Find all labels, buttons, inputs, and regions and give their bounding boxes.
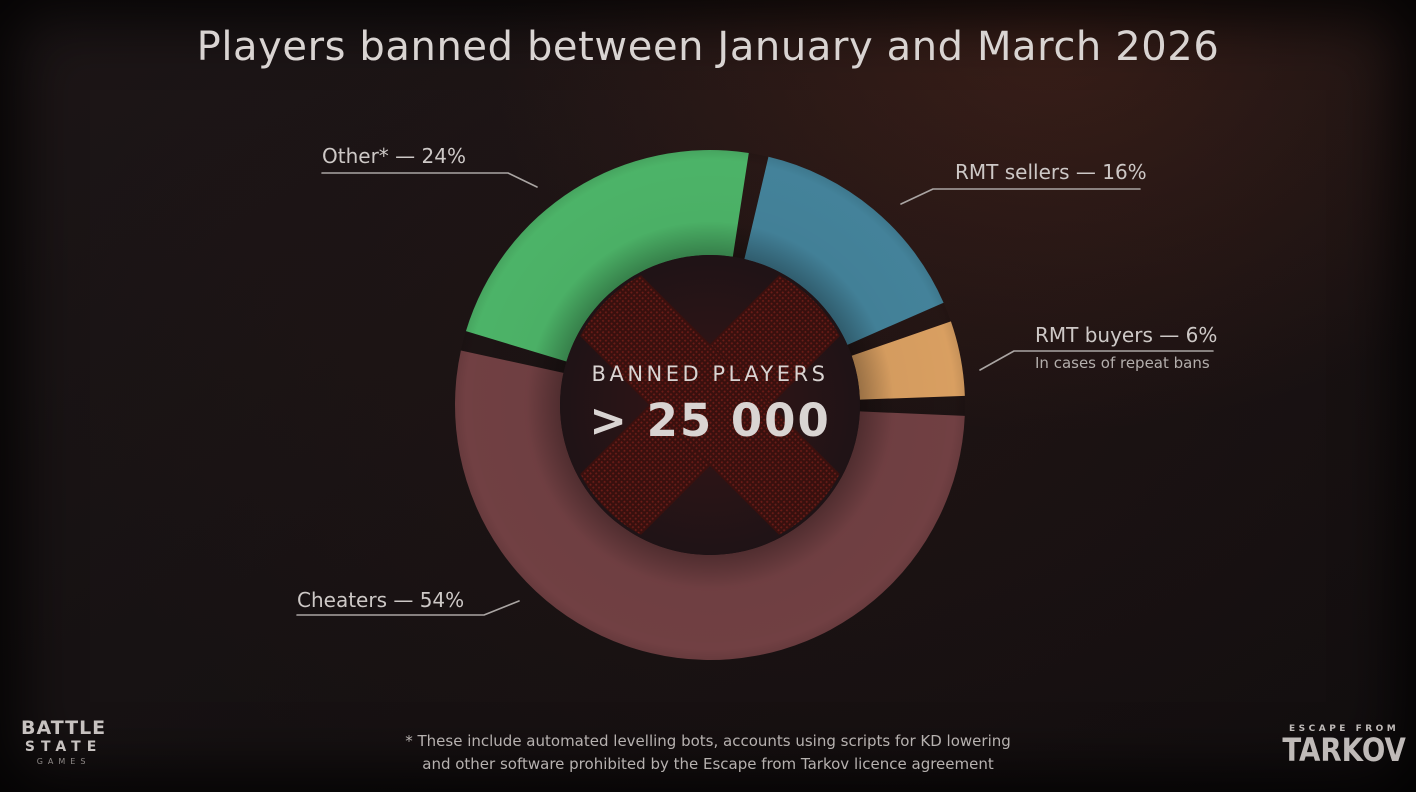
donut-inner-shadow (455, 150, 965, 660)
bsg-logo-state: STATE (24, 739, 103, 755)
callout-rmt-buyers-subnote: In cases of repeat bans (1035, 354, 1210, 372)
callout-cheaters-text: Cheaters — 54% (297, 588, 465, 612)
callout-line-rmt-sellers (900, 188, 1141, 205)
callout-line-other (321, 172, 538, 188)
bsg-logo-battle: BATTLE (21, 717, 107, 739)
page-title: Players banned between January and March… (196, 24, 1220, 70)
eft-logo-escape-from: ESCAPE FROM (1289, 724, 1400, 734)
callout-rmt-sellers-text: RMT sellers — 16% (955, 160, 1147, 184)
escape-from-tarkov-logo: ESCAPE FROM TARKOV (1277, 724, 1411, 770)
banned-x-watermark-icon (571, 266, 849, 544)
callout-rmt-buyers-text: RMT buyers — 6% (1035, 323, 1218, 347)
donut-center-text: BANNED PLAYERS > 25 000 (589, 362, 831, 447)
footnote-line2: and other software prohibited by the Esc… (422, 755, 994, 774)
callout-rmt-sellers: RMT sellers — 16% (955, 160, 1147, 184)
callout-other-text: Other* — 24% (322, 144, 466, 168)
eft-logo-tarkov: TARKOV (1282, 731, 1406, 770)
battlestate-games-logo: BATTLE STATE GAMES (21, 719, 106, 766)
callout-rmt-buyers: RMT buyers — 6% In cases of repeat bans (1035, 323, 1217, 372)
footnote: * These include automated levelling bots… (0, 730, 1416, 777)
banned-players-label: BANNED PLAYERS (591, 362, 829, 386)
callout-other: Other* — 24% (322, 144, 466, 168)
footnote-line1: * These include automated levelling bots… (405, 732, 1011, 750)
banned-players-value: > 25 000 (589, 394, 831, 447)
callout-line-rmt-buyers (979, 350, 1214, 371)
callout-line-cheaters (296, 600, 520, 616)
bsg-logo-games: GAMES (36, 757, 91, 766)
callout-cheaters: Cheaters — 54% (297, 588, 464, 612)
